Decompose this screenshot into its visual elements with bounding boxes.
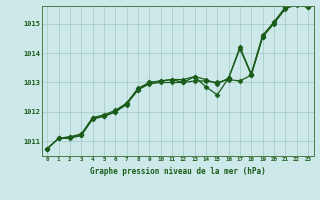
X-axis label: Graphe pression niveau de la mer (hPa): Graphe pression niveau de la mer (hPa) bbox=[90, 167, 266, 176]
